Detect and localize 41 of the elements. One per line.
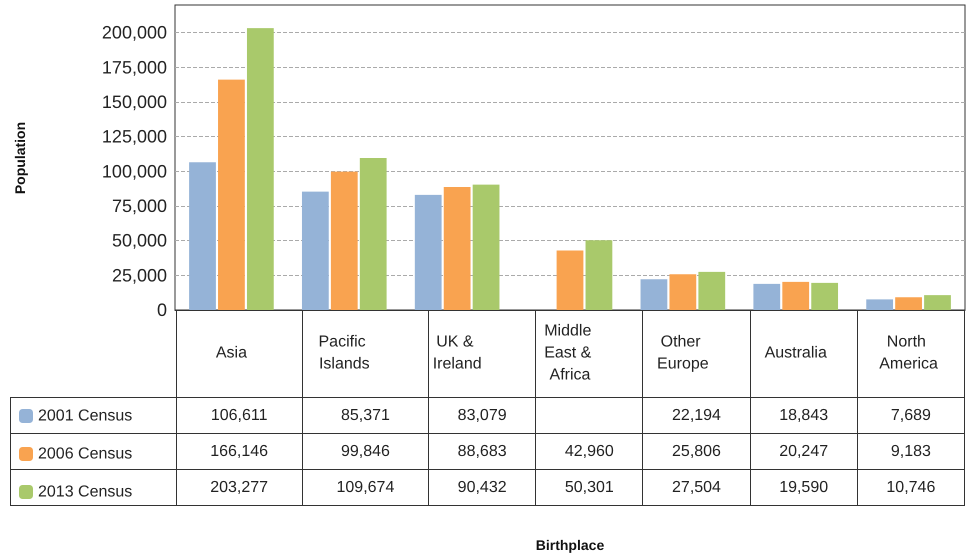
data-label: 9,183 xyxy=(857,434,964,470)
x-tick-label: Middle East & Africa xyxy=(544,322,596,384)
x-tick-label: Asia xyxy=(216,344,248,362)
data-label: 85,371 xyxy=(302,398,429,434)
legend-label: 2001 Census xyxy=(38,408,132,424)
y-tick-label: 75,000 xyxy=(112,196,167,216)
data-label: 22,194 xyxy=(642,398,750,434)
data-label: 50,301 xyxy=(536,470,643,506)
y-tick-label: 150,000 xyxy=(102,92,167,112)
data-label: 19,590 xyxy=(750,470,858,506)
data-label: 166,146 xyxy=(176,434,302,470)
y-tick-label: 25,000 xyxy=(112,265,167,286)
y-tick-label: 125,000 xyxy=(102,126,167,147)
data-label: 18,843 xyxy=(750,398,858,434)
data-label: 27,504 xyxy=(642,470,750,506)
data-label: 109,674 xyxy=(302,470,429,506)
data-label: 7,689 xyxy=(857,398,964,434)
x-tick-label: North America xyxy=(879,334,938,372)
data-label: 42,960 xyxy=(536,434,643,470)
text: Population xyxy=(12,122,28,194)
y-tick-label: 200,000 xyxy=(102,22,167,43)
data-label: 203,277 xyxy=(176,470,302,506)
data-label: 90,432 xyxy=(428,470,536,506)
y-tick-label: 175,000 xyxy=(102,57,167,78)
data-label: 88,683 xyxy=(428,434,536,470)
data-label: 20,247 xyxy=(750,434,858,470)
x-tick-label: Other Europe xyxy=(657,334,709,372)
data-label: 25,806 xyxy=(642,434,750,470)
legend-label: 2013 Census xyxy=(38,484,132,500)
x-tick-label: Pacific Islands xyxy=(318,334,370,372)
x-tick-label: UK & Ireland xyxy=(432,334,482,372)
y-tick-label: 100,000 xyxy=(102,161,167,182)
data-label: 99,846 xyxy=(302,434,429,470)
data-label: 106,611 xyxy=(176,398,302,434)
y-tick-label: 50,000 xyxy=(112,230,167,251)
x-tick-label: Australia xyxy=(764,344,827,362)
legend-label: 2006 Census xyxy=(38,446,132,462)
y-tick-label: 0 xyxy=(156,300,167,320)
data-label: 10,746 xyxy=(857,470,964,506)
data-label: 83,079 xyxy=(428,398,536,434)
text: Birthplace xyxy=(536,537,604,553)
